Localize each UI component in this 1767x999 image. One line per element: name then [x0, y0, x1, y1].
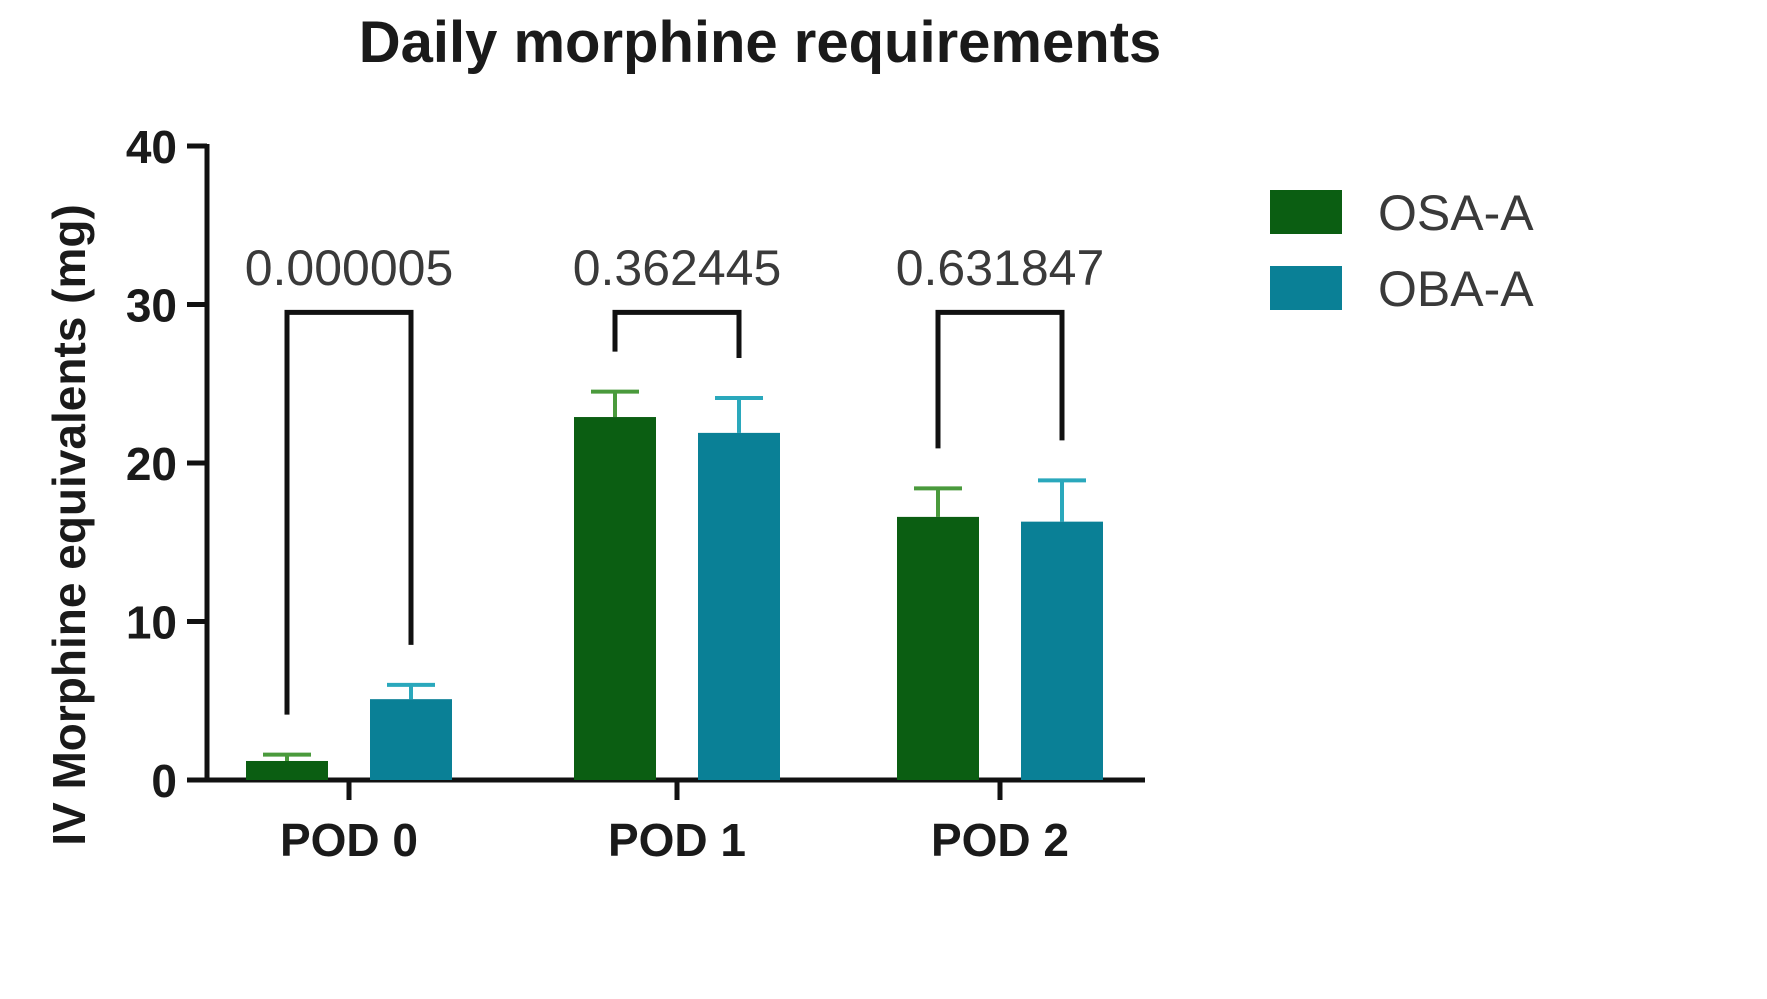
y-tick-label: 30	[126, 280, 177, 332]
bar	[897, 516, 979, 780]
significance-brackets: 0.000005 0.362445 0.631847	[245, 240, 1105, 715]
legend-swatch	[1270, 266, 1342, 310]
x-tick-label: POD 2	[931, 814, 1069, 866]
chart-title: Daily morphine requirements	[359, 10, 1162, 75]
x-tick-label: POD 1	[608, 814, 746, 866]
comparison-bracket	[284, 309, 414, 715]
y-tick-label: 0	[151, 755, 177, 807]
bar	[698, 432, 780, 780]
bar	[370, 699, 452, 780]
bar	[1021, 521, 1103, 780]
p-value-label: 0.631847	[896, 240, 1105, 296]
y-tick-label: 20	[126, 438, 177, 490]
x-tick-label: POD 0	[280, 814, 418, 866]
bars	[246, 389, 1103, 780]
bar	[574, 417, 656, 780]
bar	[246, 760, 328, 780]
y-axis: 0 10 20 30 40	[126, 121, 210, 807]
p-value-label: 0.000005	[245, 240, 454, 296]
y-tick-label: 40	[126, 121, 177, 173]
p-value-label: 0.362445	[573, 240, 782, 296]
legend: OSA-A OBA-A	[1270, 185, 1534, 317]
legend-label: OSA-A	[1378, 185, 1534, 241]
y-tick-label: 10	[126, 597, 177, 649]
legend-swatch	[1270, 190, 1342, 234]
x-axis: POD 0 POD 1 POD 2	[207, 777, 1145, 866]
y-axis-label: IV Morphine equivalents (mg)	[43, 204, 95, 846]
legend-label: OBA-A	[1378, 261, 1534, 317]
comparison-bracket	[612, 309, 742, 359]
comparison-bracket	[935, 309, 1065, 449]
